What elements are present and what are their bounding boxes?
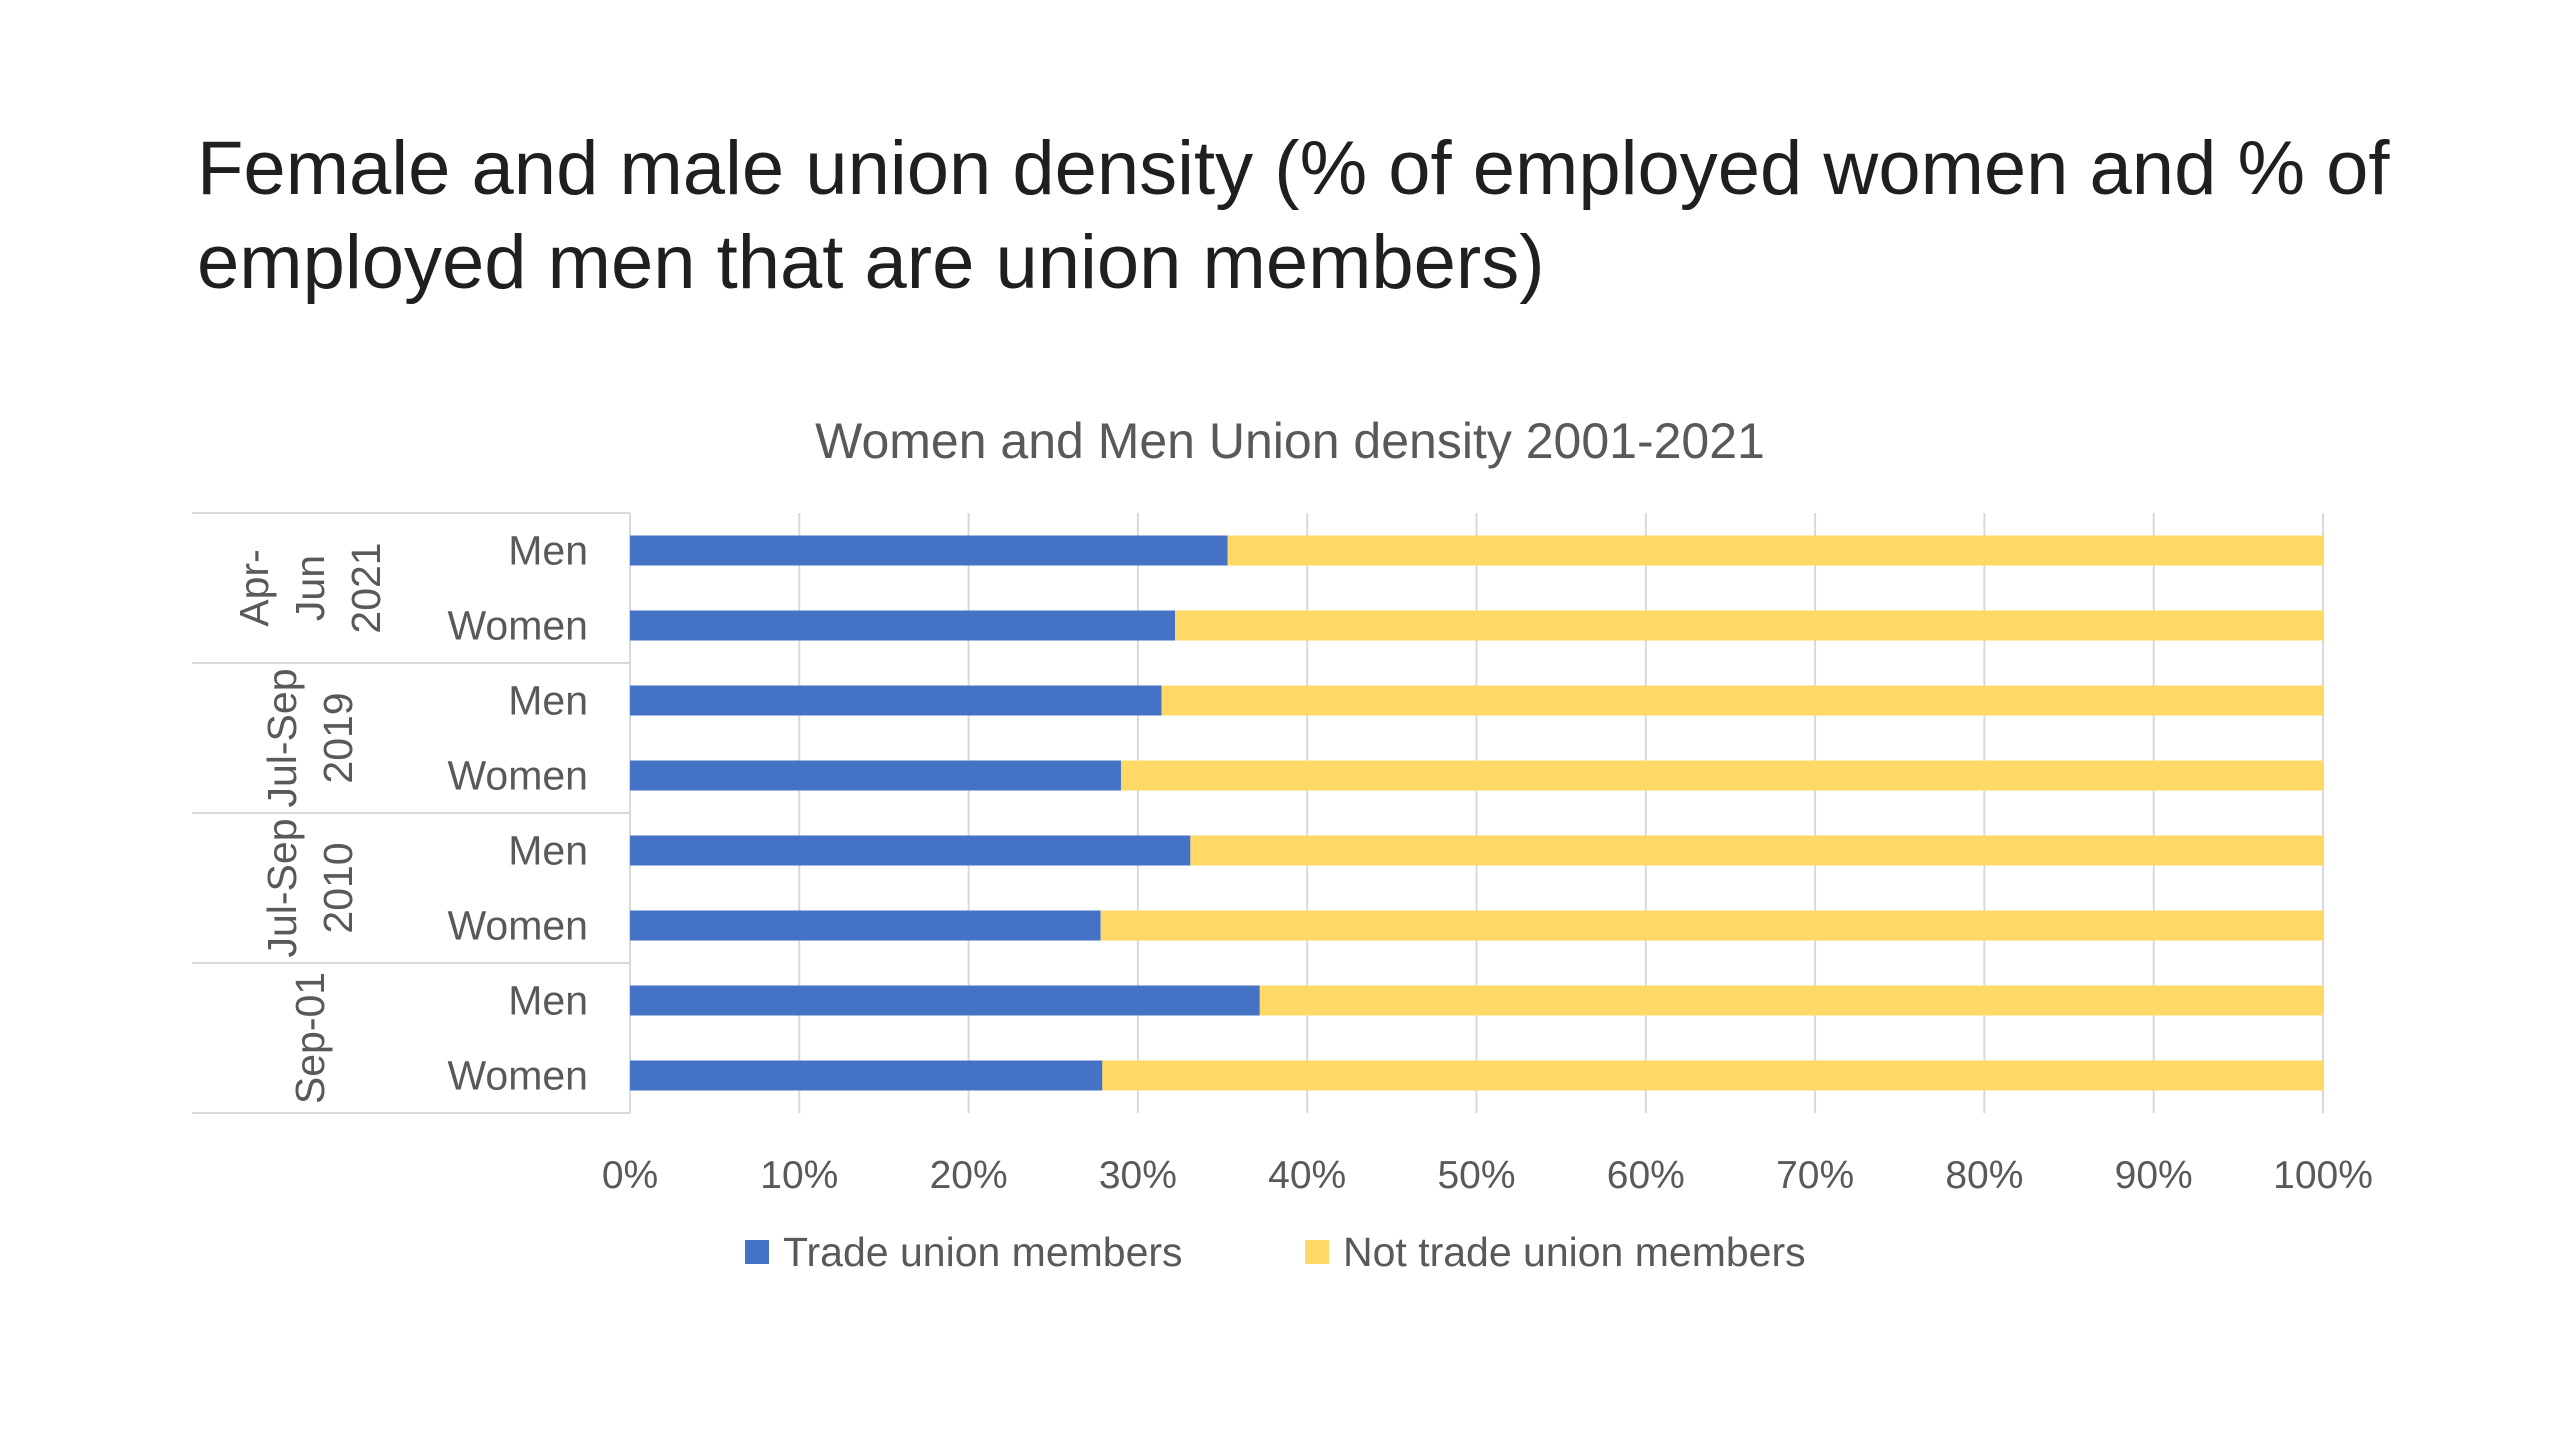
group-label: 2010	[315, 842, 361, 933]
x-tick-label: 10%	[760, 1154, 838, 1197]
legend-label: Trade union members	[783, 1229, 1183, 1275]
bar-not-trade-union-members	[1227, 535, 2323, 566]
group-label: Jun	[287, 555, 333, 621]
group-label: Jul-Sep	[259, 668, 305, 807]
bar-trade-union-members	[630, 910, 1101, 941]
group-label: Jul-Sep	[259, 818, 305, 957]
bar-trade-union-members	[630, 760, 1121, 791]
bar-trade-union-members	[630, 685, 1162, 716]
bar-not-trade-union-members	[1120, 760, 2323, 791]
bar-not-trade-union-members	[1259, 985, 2323, 1016]
legend-swatch	[1305, 1240, 1329, 1264]
chart-title: Women and Men Union density 2001-2021	[815, 413, 1765, 469]
legend-label: Not trade union members	[1343, 1229, 1806, 1275]
legend-swatch	[745, 1240, 769, 1264]
x-axis-ticks: 0% 10% 20% 30% 40% 50% 60% 70% 80% 90% 100%	[602, 1154, 2373, 1197]
bar-trade-union-members	[630, 1060, 1103, 1091]
x-tick-label: 50%	[1437, 1154, 1515, 1197]
slide-title: Female and male union density (% of empl…	[197, 126, 2390, 305]
x-tick-label: 20%	[930, 1154, 1008, 1197]
bar-not-trade-union-members	[1102, 1060, 2323, 1091]
bar-trade-union-members	[630, 535, 1228, 566]
x-tick-label: 90%	[2115, 1154, 2193, 1197]
category-label: Men	[508, 828, 588, 874]
x-tick-label: 70%	[1776, 1154, 1854, 1197]
x-tick-label: 0%	[602, 1154, 658, 1197]
x-tick-label: 30%	[1099, 1154, 1177, 1197]
gridlines	[629, 513, 2324, 1113]
group-label: Sep-01	[287, 972, 333, 1104]
bar-not-trade-union-members	[1190, 835, 2323, 866]
category-label: Women	[447, 603, 588, 649]
bar-not-trade-union-members	[1161, 685, 2323, 716]
x-tick-label: 100%	[2273, 1154, 2373, 1197]
legend: Trade union members Not trade union membe…	[745, 1229, 1806, 1275]
group-label: Apr-	[231, 549, 277, 626]
category-label: Men	[508, 678, 588, 724]
group-label: 2021	[343, 542, 389, 633]
bar-not-trade-union-members	[1175, 610, 2323, 641]
bar-trade-union-members	[630, 835, 1191, 866]
group-label: 2019	[315, 692, 361, 783]
category-label: Men	[508, 528, 588, 574]
bar-not-trade-union-members	[1100, 910, 2323, 941]
category-label: Women	[447, 903, 588, 949]
bars	[630, 535, 2323, 1091]
category-label: Women	[447, 1053, 588, 1099]
bar-trade-union-members	[630, 610, 1176, 641]
x-tick-label: 40%	[1268, 1154, 1346, 1197]
category-label: Women	[447, 753, 588, 799]
category-labels: Men Women Apr- Jun 2021 Men Women Jul-Sep 2019 Me…	[231, 528, 588, 1105]
bar-trade-union-members	[630, 985, 1260, 1016]
category-label: Men	[508, 978, 588, 1024]
x-tick-label: 80%	[1945, 1154, 2023, 1197]
x-tick-label: 60%	[1607, 1154, 1685, 1197]
